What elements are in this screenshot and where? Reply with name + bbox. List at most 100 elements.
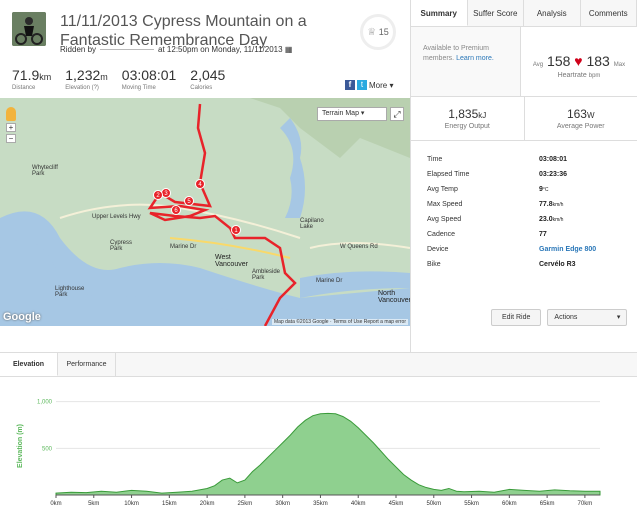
zoom-in-button[interactable]: +: [6, 123, 16, 132]
facebook-icon[interactable]: f: [345, 80, 355, 90]
stat-label: Elevation (?): [65, 85, 99, 91]
map-label-w-queens: W Queens Rd: [340, 244, 378, 250]
avatar[interactable]: [12, 12, 46, 46]
detail-value: 77: [539, 231, 547, 238]
actions-dropdown[interactable]: Actions ▾: [547, 309, 628, 326]
terrain-map-label: Terrain Map: [322, 110, 359, 117]
expand-map-icon[interactable]: ⤢: [390, 107, 404, 121]
y-tick-label: 1,000: [37, 400, 53, 406]
detail-key: Elapsed Time: [427, 171, 470, 178]
map-label-lighthouse-park: Lighthouse Park: [55, 286, 85, 298]
energy-label: Energy Output: [444, 123, 490, 130]
energy-unit: kJ: [478, 111, 487, 120]
energy-block: 1,835kJ Energy Output: [411, 97, 524, 140]
elevation-chart: 500 1,000 0km 5km 10km 15km 20km 25km 30km 35km 40…: [17, 400, 601, 507]
hr-caption: Heartrate: [557, 72, 587, 79]
map-label-whytecliff: Whytecliff Park: [32, 165, 58, 177]
hr-row: Available to Premium members. Learn more…: [411, 27, 637, 97]
chart-tabs: Elevation Performance: [0, 353, 637, 377]
summary-panel: Summary Suffer Score Analysis Comments Avai…: [410, 0, 637, 352]
x-tick-label: 65km: [540, 501, 555, 507]
elevation-area: [55, 412, 601, 496]
activity-header: 11/11/2013 Cypress Mountain on a Fantast…: [0, 0, 410, 98]
hr-max-label: Max: [613, 62, 626, 68]
detail-value: 9°C: [539, 186, 549, 193]
x-tick-label: 60km: [502, 501, 517, 507]
ridden-suffix: at 12:50pm on Monday, 11/11/2013: [158, 45, 283, 54]
x-tick-label: 45km: [389, 501, 404, 507]
x-tick-label: 25km: [238, 501, 253, 507]
stat-value: 03:08:01: [121, 67, 177, 83]
y-axis-label: Elevation (m): [17, 424, 24, 468]
route-marker[interactable]: 5: [184, 196, 194, 206]
tab-comments[interactable]: Comments: [581, 0, 637, 26]
stat-unit: km: [39, 72, 52, 82]
detail-value: 23.0km/h: [539, 216, 564, 223]
route-marker[interactable]: 6: [171, 205, 181, 215]
ridden-by: Ridden by at 12:50pm on Monday, 11/11/201…: [60, 45, 292, 54]
stat-1: 1,232m Elevation (?): [65, 67, 108, 91]
chevron-down-icon: ▾: [616, 314, 621, 321]
detail-value: 03:08:01: [539, 156, 568, 163]
detail-value[interactable]: Garmin Edge 800: [539, 246, 597, 253]
map-label-cypress-park: Cypress Park: [110, 240, 133, 252]
stat-2: 03:08:01 Moving Time: [122, 67, 177, 91]
learn-more-link[interactable]: Learn more.: [456, 55, 494, 62]
stat-value: 1,232m: [65, 67, 108, 83]
route-marker[interactable]: 4: [195, 179, 205, 189]
zoom-out-button[interactable]: −: [6, 134, 16, 143]
x-tick-label: 70km: [578, 501, 593, 507]
kudos-badge[interactable]: ♕ 15: [360, 14, 396, 50]
heart-icon: ♥: [574, 53, 583, 69]
tab-performance[interactable]: Performance: [58, 353, 116, 376]
map-label-west-vancouver: West Vancouver: [215, 254, 248, 268]
detail-value: 77.8km/h: [539, 201, 564, 208]
hr-max-value: 183: [586, 53, 610, 69]
tab-suffer-score[interactable]: Suffer Score: [468, 0, 524, 26]
tab-analysis[interactable]: Analysis: [524, 0, 581, 26]
y-tick-label: 500: [42, 446, 53, 452]
power-value: 163: [566, 107, 587, 121]
route-map[interactable]: + − Terrain Map ▾ ⤢ Whytecliff Park Cypr…: [0, 98, 410, 326]
details-list: Time 03:08:01 Elapsed Time 03:23:36 Avg Temp…: [411, 141, 637, 272]
map-footer[interactable]: Map data ©2013 Google · Terms of Use Rep…: [272, 319, 408, 325]
tab-elevation[interactable]: Elevation: [0, 353, 58, 376]
stat-3: 2,045 Calories: [190, 67, 225, 91]
detail-key: Avg Speed: [427, 216, 462, 223]
detail-row: Cadence 77: [427, 227, 637, 242]
map-label-north-vancouver: North Vancouver: [378, 290, 410, 304]
map-label-upper-levels: Upper Levels Hwy: [92, 214, 141, 220]
athlete-name[interactable]: [100, 49, 155, 51]
twitter-icon[interactable]: t: [357, 80, 367, 90]
share-bar: f t More ▾: [345, 80, 393, 90]
zoom-control: + −: [6, 107, 16, 143]
detail-row: Bike Cervélo R3: [427, 257, 637, 272]
route-marker[interactable]: 1: [231, 225, 241, 235]
tab-summary[interactable]: Summary: [411, 0, 468, 26]
stat-value: 2,045: [190, 67, 226, 83]
route-marker[interactable]: 2: [153, 190, 163, 200]
map-label-ambleside: Ambleside Park: [252, 269, 281, 281]
google-logo: Google: [3, 311, 41, 323]
detail-row: Time 03:08:01: [427, 152, 637, 167]
map-label-marine-dr: Marine Dr: [170, 244, 197, 250]
detail-key: Avg Temp: [427, 186, 458, 193]
ride-actions: Edit Ride Actions ▾: [491, 309, 628, 326]
street-view-pegman-icon[interactable]: [6, 107, 16, 121]
detail-value: 03:23:36: [539, 171, 568, 178]
energy-power-row: 1,835kJ Energy Output 163W Average Power: [411, 97, 637, 141]
more-menu[interactable]: More ▾: [369, 80, 394, 90]
edit-ride-button[interactable]: Edit Ride: [491, 309, 542, 326]
stat-unit: m: [100, 72, 108, 82]
x-tick-label: 10km: [124, 501, 139, 507]
stat-0: 71.9km Distance: [12, 67, 51, 91]
chart-section: Elevation Performance 500 1,000 0km 5km 10km 1…: [0, 352, 637, 509]
detail-key: Max Speed: [427, 201, 463, 208]
x-tick-label: 5km: [88, 501, 99, 507]
detail-key: Device: [427, 246, 449, 253]
detail-value: Cervélo R3: [539, 261, 576, 268]
premium-text: Available to Premium members.: [423, 45, 490, 62]
stat-label: Distance: [12, 85, 36, 91]
terrain-map-select[interactable]: Terrain Map ▾: [317, 107, 387, 121]
detail-unit: km/h: [552, 202, 564, 208]
